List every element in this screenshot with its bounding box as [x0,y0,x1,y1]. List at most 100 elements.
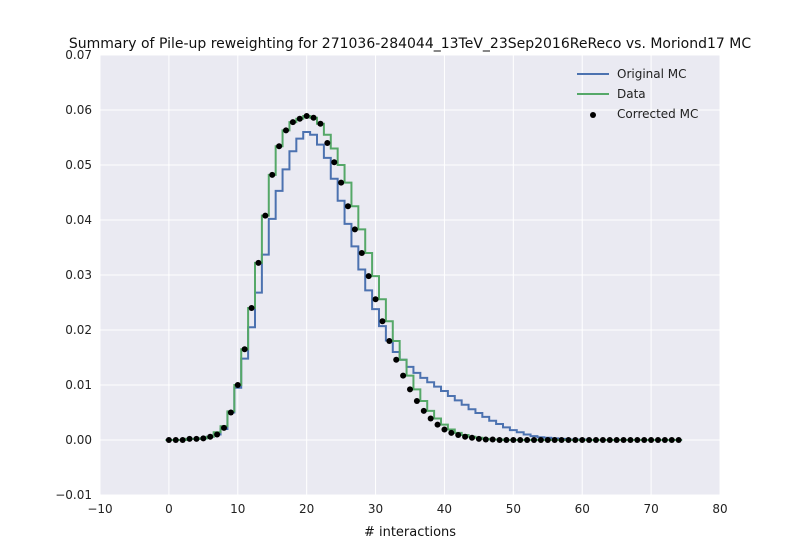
legend-data-label: Data [617,87,646,101]
grid-lines [99,54,721,496]
corrected-mc-point [462,433,469,440]
corrected-mc-point [427,415,434,422]
x-tick-label: 50 [506,502,521,516]
data-line [165,115,683,441]
corrected-mc-point [338,179,345,186]
y-tick-label: 0.03 [65,268,92,282]
corrected-mc-point [455,432,462,439]
corrected-mc-point [620,437,627,443]
corrected-mc-point [599,437,606,443]
corrected-mc-point [586,437,593,443]
corrected-mc-point [524,437,531,443]
corrected-mc-point [234,382,241,388]
x-axis-ticks: −10 0 10 20 30 40 50 60 70 80 [87,502,727,516]
y-tick-label: 0.02 [65,323,92,337]
corrected-mc-point [324,140,331,146]
corrected-mc-point [193,435,200,442]
corrected-mc-point [613,437,620,443]
corrected-mc-point [289,119,296,126]
corrected-mc-point [634,437,641,443]
x-tick-label: −10 [87,502,112,516]
y-tick-label: 0.04 [65,213,92,227]
y-tick-label: 0.06 [65,103,92,117]
corrected-mc-point [303,113,310,120]
corrected-mc-point [200,435,207,442]
x-tick-label: 30 [368,502,383,516]
corrected-mc-point [345,203,351,210]
corrected-mc-point [606,437,613,443]
corrected-mc-point [255,259,262,266]
x-tick-label: 10 [230,502,245,516]
x-tick-label: 70 [643,502,658,516]
corrected-mc-point [165,437,172,443]
corrected-mc-point [517,437,524,443]
corrected-mc-point [496,437,503,443]
corrected-mc-point [641,437,648,443]
x-tick-label: 80 [712,502,727,516]
x-tick-label: 0 [165,502,173,516]
y-tick-label: 0.05 [65,158,92,172]
corrected-mc-point [510,437,517,443]
x-tick-label: 20 [299,502,314,516]
corrected-mc-point [358,250,365,256]
corrected-mc-point [310,114,317,121]
corrected-mc-point [214,431,221,438]
corrected-mc-point [420,407,427,414]
corrected-mc-point [269,171,276,178]
legend-original-mc-label: Original MC [617,67,687,81]
y-tick-label: 0.01 [65,378,92,392]
corrected-mc-point [407,386,413,393]
corrected-mc-point [351,226,358,233]
corrected-mc-point [317,120,324,127]
legend: Original MC Data Corrected MC [577,67,698,121]
corrected-mc-point [469,434,475,441]
corrected-mc-point [331,159,338,166]
corrected-mc-point [241,346,248,353]
corrected-mc-point [661,437,668,443]
x-axis-label: # interactions [364,525,456,540]
corrected-mc-point [400,372,407,379]
corrected-mc-point [207,433,214,440]
corrected-mc-point [227,409,234,416]
x-tick-label: 60 [575,502,590,516]
corrected-mc-point [531,437,537,443]
corrected-mc-point [544,437,551,443]
y-tick-label: 0.00 [65,433,92,447]
legend-corrected-mc-label: Corrected MC [617,107,698,121]
corrected-mc-point [386,338,393,344]
corrected-mc-point [441,426,448,433]
corrected-mc-point [179,437,186,443]
corrected-mc-point [482,436,489,443]
corrected-mc-point [551,437,558,443]
corrected-mc-point [393,356,400,363]
corrected-mc-point [262,212,269,219]
corrected-mc-point [475,435,482,442]
corrected-mc-point [172,437,179,443]
corrected-mc-point [283,127,289,134]
corrected-mc-point [503,437,510,443]
corrected-mc-point [675,437,682,443]
corrected-mc-point [593,437,599,443]
y-axis-ticks: −0.01 0.00 0.01 0.02 0.03 0.04 0.05 0.06 0.07 [55,48,92,502]
corrected-mc-point [221,424,227,431]
corrected-mc-point [186,435,193,442]
y-tick-label: −0.01 [55,488,92,502]
corrected-mc-point [372,296,379,303]
x-tick-label: 40 [437,502,452,516]
corrected-mc-point [434,421,441,428]
legend-corrected-mc-swatch [590,112,596,118]
corrected-mc-point [627,437,634,443]
corrected-mc-point [413,397,420,404]
corrected-mc-point [276,143,283,150]
corrected-mc-point [565,437,572,443]
corrected-mc-point [655,437,661,443]
corrected-mc-point [489,436,496,443]
corrected-mc-point [572,437,579,443]
corrected-mc-point [537,437,544,443]
corrected-mc-point [668,437,675,443]
y-tick-label: 0.07 [65,48,92,62]
chart-title: Summary of Pile-up reweighting for 27103… [69,36,751,52]
corrected-mc-point [379,318,386,325]
corrected-mc-point [296,115,303,122]
